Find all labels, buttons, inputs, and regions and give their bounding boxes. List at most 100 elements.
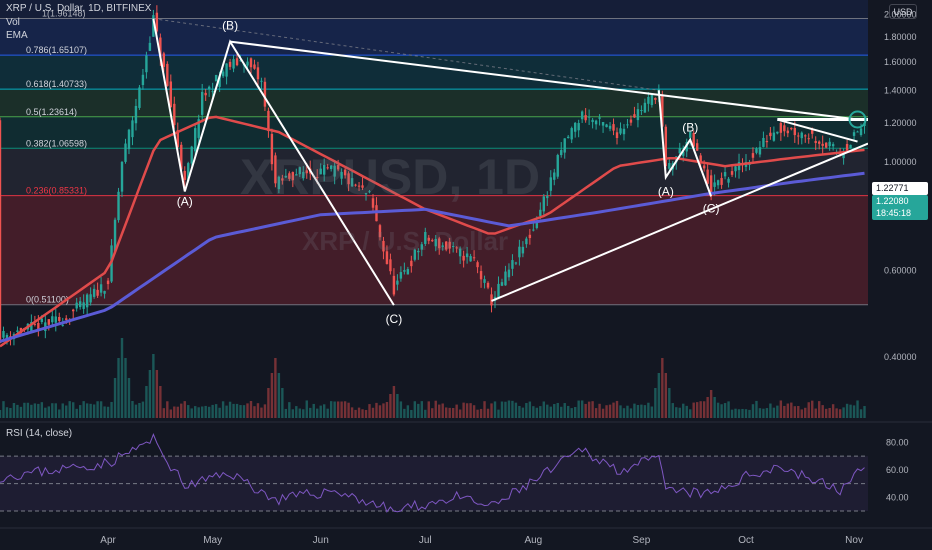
symbol-title[interactable]: XRP / U.S. Dollar, 1D, BITFINEX — [6, 3, 152, 14]
volume-bar — [166, 401, 169, 418]
volume-bar — [58, 409, 61, 418]
candle-body — [284, 175, 288, 178]
volume-bar — [518, 405, 521, 418]
candle-body — [490, 294, 493, 306]
rsi-line — [0, 433, 865, 513]
candlesticks — [0, 5, 866, 346]
volume-bar — [253, 406, 256, 418]
volume-bar — [748, 409, 751, 418]
volume-bar — [336, 401, 340, 418]
volume-bar — [180, 403, 183, 418]
candle-body — [769, 132, 772, 137]
volume-bar — [636, 404, 640, 418]
candle-body — [845, 144, 849, 151]
ema-indicator-label[interactable]: EMA — [6, 30, 28, 41]
volume-bar — [821, 405, 824, 418]
volume-bar — [127, 378, 131, 418]
fib-level-label: 0(0.51100) — [26, 295, 69, 305]
candle-body — [113, 219, 117, 252]
volume-indicator-label[interactable]: Vol — [6, 17, 20, 28]
volume-bar — [312, 403, 315, 418]
volume-bar — [291, 409, 295, 418]
candle-body — [695, 143, 699, 151]
candle-body — [78, 301, 82, 308]
volume-bar — [357, 407, 361, 418]
volume-bar — [96, 401, 99, 418]
candle-body — [821, 143, 824, 146]
volume-bar — [131, 401, 134, 418]
candle-body — [190, 146, 193, 164]
volume-bar — [12, 402, 16, 418]
volume-bar — [451, 407, 455, 418]
candle-body — [58, 316, 61, 321]
candle-body — [295, 174, 298, 176]
candle-body — [350, 178, 354, 187]
candle-body — [288, 173, 291, 179]
time-tick-label: May — [203, 535, 222, 546]
candle-body — [573, 122, 577, 132]
candle-body — [521, 246, 525, 254]
candle-body — [197, 119, 200, 138]
volume-bar — [682, 403, 685, 418]
price-tick-label: 2.00000 — [884, 9, 917, 19]
candle-body — [406, 269, 410, 275]
volume-bar — [309, 407, 312, 418]
volume-bar — [741, 408, 744, 418]
volume-bar — [814, 408, 817, 418]
candle-body — [396, 280, 399, 285]
candle-body — [253, 64, 256, 69]
price-tick-label: 1.20000 — [884, 118, 917, 128]
candle-body — [605, 124, 608, 128]
candle-body — [497, 283, 500, 299]
fib-level-label: 0.382(1.06598) — [26, 138, 87, 148]
candle-body — [720, 178, 723, 185]
volume-bar — [504, 401, 507, 418]
candle-body — [131, 120, 134, 138]
candle-body — [124, 143, 127, 162]
candle-body — [368, 191, 371, 193]
time-tick-label: Jun — [313, 535, 329, 546]
candle-body — [755, 148, 758, 153]
candle-body — [678, 148, 681, 154]
candle-body — [96, 289, 99, 296]
volume-bar — [824, 408, 828, 418]
volume-bar — [23, 402, 26, 418]
volume-bar — [532, 406, 535, 418]
volume-bar — [99, 401, 103, 418]
volume-bar — [281, 388, 284, 418]
candle-body — [364, 193, 368, 195]
volume-bar — [486, 408, 490, 418]
candle-body — [221, 71, 225, 77]
rsi-tick-label: 60.00 — [886, 465, 909, 475]
candle-body — [5, 334, 9, 339]
candle-body — [797, 135, 800, 137]
volume-bar — [511, 400, 514, 418]
rsi-label[interactable]: RSI (14, close) — [6, 428, 72, 439]
time-tick-label: Oct — [738, 535, 754, 546]
candle-body — [263, 81, 267, 107]
candle-body — [692, 132, 695, 147]
candle-body — [399, 272, 403, 279]
candle-body — [270, 133, 274, 165]
candle-body — [235, 58, 239, 66]
volume-bar — [615, 400, 619, 418]
candle-body — [354, 184, 357, 186]
candle-body — [518, 246, 521, 258]
candle-body — [211, 91, 214, 93]
volume-bar — [709, 390, 713, 418]
rsi-tick-label: 40.00 — [886, 492, 909, 502]
volume-bar — [211, 404, 214, 418]
volume-bar — [382, 403, 385, 418]
candle-body — [145, 55, 148, 73]
volume-bar — [326, 408, 329, 418]
candle-body — [99, 284, 103, 293]
volume-bar — [0, 409, 2, 418]
candle-body — [751, 153, 755, 158]
currency-button[interactable]: USD — [889, 4, 917, 19]
candle-body — [504, 271, 507, 286]
volume-bar — [441, 403, 444, 418]
candle-body — [793, 128, 796, 136]
volume-bar — [44, 407, 47, 418]
volume-bar — [546, 404, 549, 418]
